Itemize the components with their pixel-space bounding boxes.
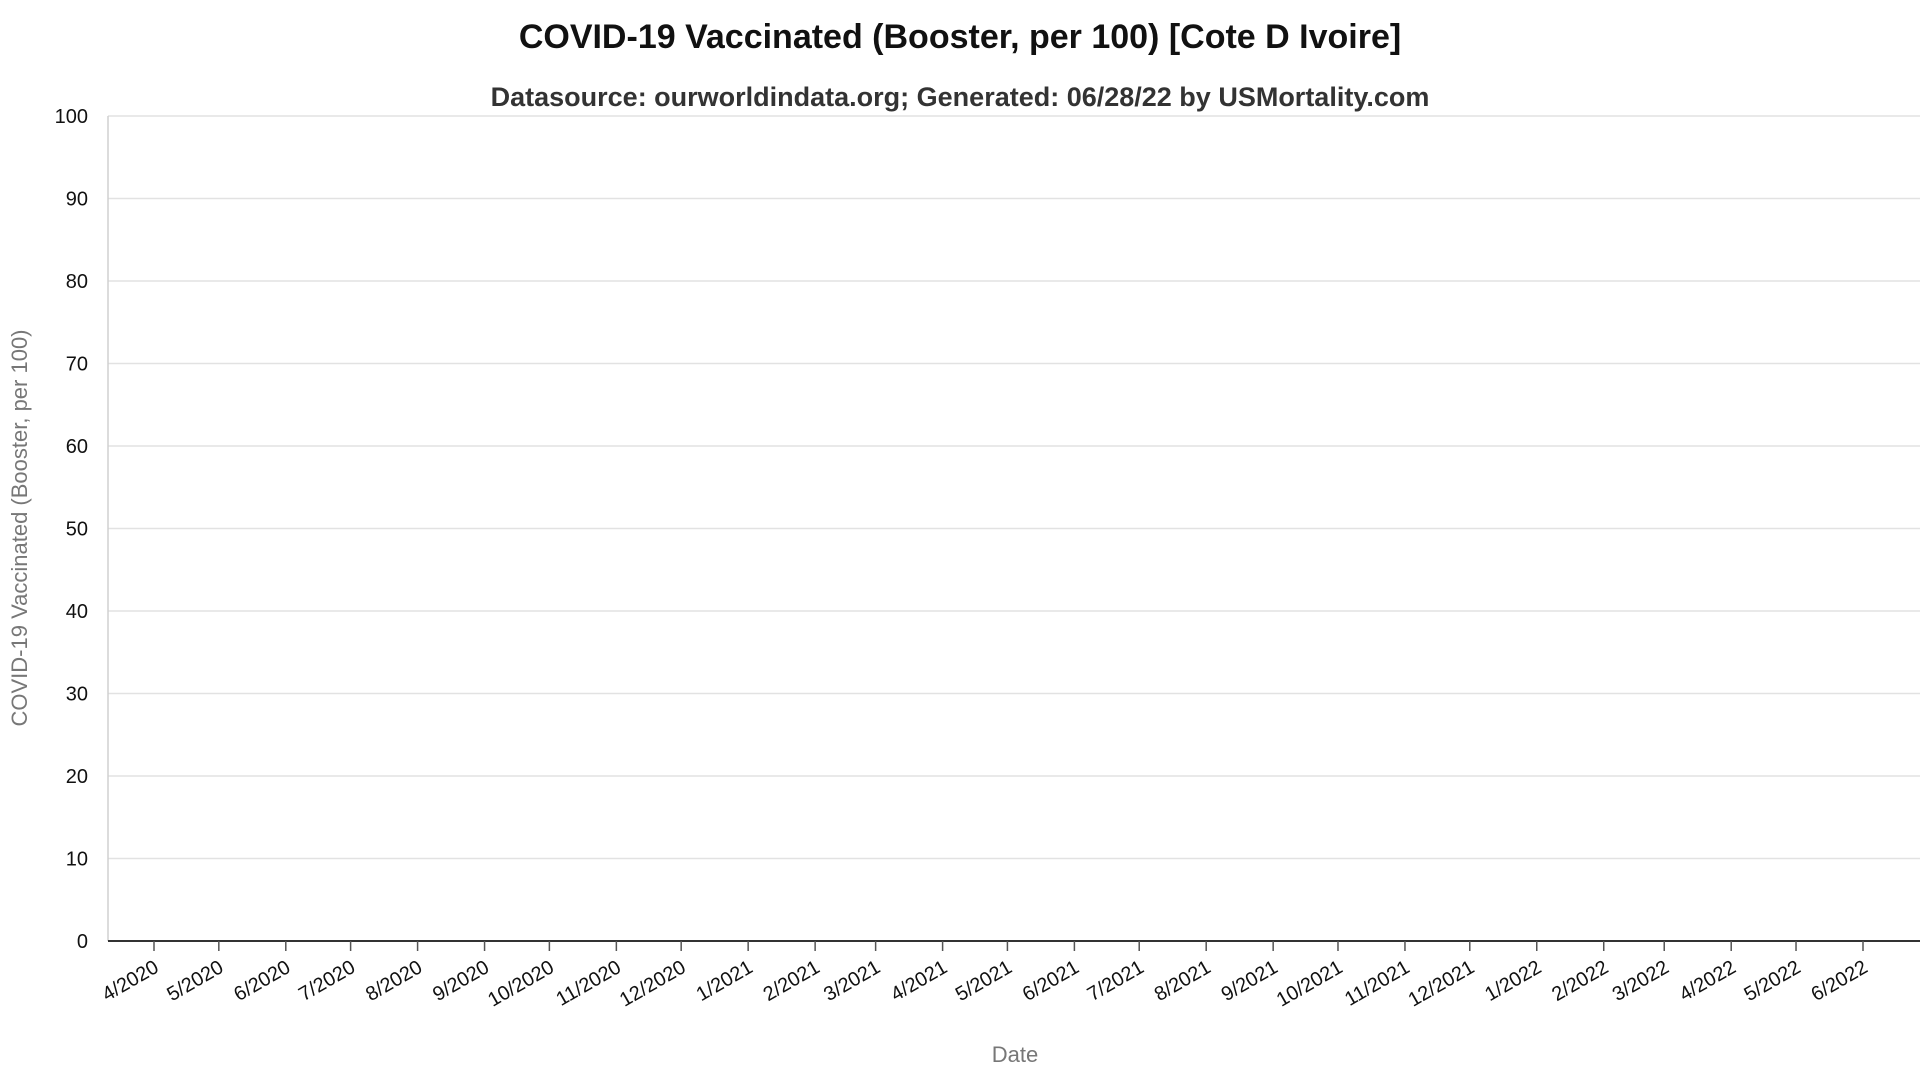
y-tick-label: 50 bbox=[66, 519, 88, 541]
x-tick-label: 3/2021 bbox=[820, 956, 884, 1006]
x-tick-label: 11/2020 bbox=[553, 956, 625, 1010]
x-tick-label: 10/2020 bbox=[484, 956, 558, 1011]
x-tick-label: 6/2021 bbox=[1019, 956, 1083, 1006]
x-axis-title: Date bbox=[992, 1042, 1038, 1067]
y-tick-label: 40 bbox=[66, 601, 88, 623]
y-tick-label: 30 bbox=[66, 684, 88, 706]
x-tick-label: 9/2020 bbox=[429, 956, 493, 1006]
y-tick-label: 60 bbox=[66, 436, 88, 458]
x-tick-label: 6/2022 bbox=[1808, 956, 1872, 1006]
x-tick-label: 9/2021 bbox=[1218, 956, 1282, 1006]
chart-title: COVID-19 Vaccinated (Booster, per 100) [… bbox=[518, 18, 1402, 56]
x-tick-label: 2/2022 bbox=[1548, 956, 1612, 1006]
x-tick-label: 10/2021 bbox=[1273, 956, 1347, 1011]
x-tick-label: 1/2022 bbox=[1481, 956, 1545, 1006]
x-tick-label: 11/2021 bbox=[1341, 956, 1413, 1010]
x-tick-label: 6/2020 bbox=[230, 956, 294, 1006]
x-tick-label: 7/2021 bbox=[1084, 956, 1148, 1006]
x-tick-label: 8/2021 bbox=[1151, 956, 1215, 1006]
chart-subtitle: Datasource: ourworldindata.org; Generate… bbox=[490, 82, 1430, 112]
y-tick-label: 10 bbox=[66, 849, 88, 871]
x-tick-label: 8/2020 bbox=[362, 956, 426, 1006]
x-tick-label: 7/2020 bbox=[295, 956, 359, 1006]
x-tick-label: 5/2022 bbox=[1741, 956, 1805, 1006]
axis-layer bbox=[107, 116, 1920, 951]
y-axis-title: COVID-19 Vaccinated (Booster, per 100) bbox=[7, 329, 32, 726]
y-tick-label: 100 bbox=[55, 106, 88, 128]
grid-layer bbox=[108, 115, 1920, 860]
x-tick-label: 4/2020 bbox=[99, 956, 163, 1006]
label-layer: 0 10 20 30 40 50 60 70 80 90 100 4/2020 5/2020 6/2020… bbox=[55, 106, 1872, 1011]
y-tick-label: 90 bbox=[66, 189, 88, 211]
x-tick-label: 12/2020 bbox=[616, 956, 690, 1011]
x-tick-label: 3/2022 bbox=[1609, 956, 1673, 1006]
y-tick-label: 20 bbox=[66, 766, 88, 788]
y-tick-label: 0 bbox=[77, 931, 88, 953]
y-tick-label: 80 bbox=[66, 271, 88, 293]
x-tick-label: 5/2020 bbox=[163, 956, 227, 1006]
x-tick-label: 1/2021 bbox=[693, 956, 757, 1006]
x-tick-label: 4/2021 bbox=[887, 956, 951, 1006]
x-tick-label: 12/2021 bbox=[1405, 956, 1479, 1011]
x-tick-label: 2/2021 bbox=[760, 956, 824, 1006]
x-tick-label: 4/2022 bbox=[1676, 956, 1740, 1006]
y-tick-label: 70 bbox=[66, 354, 88, 376]
x-tick-label: 5/2021 bbox=[952, 956, 1016, 1006]
